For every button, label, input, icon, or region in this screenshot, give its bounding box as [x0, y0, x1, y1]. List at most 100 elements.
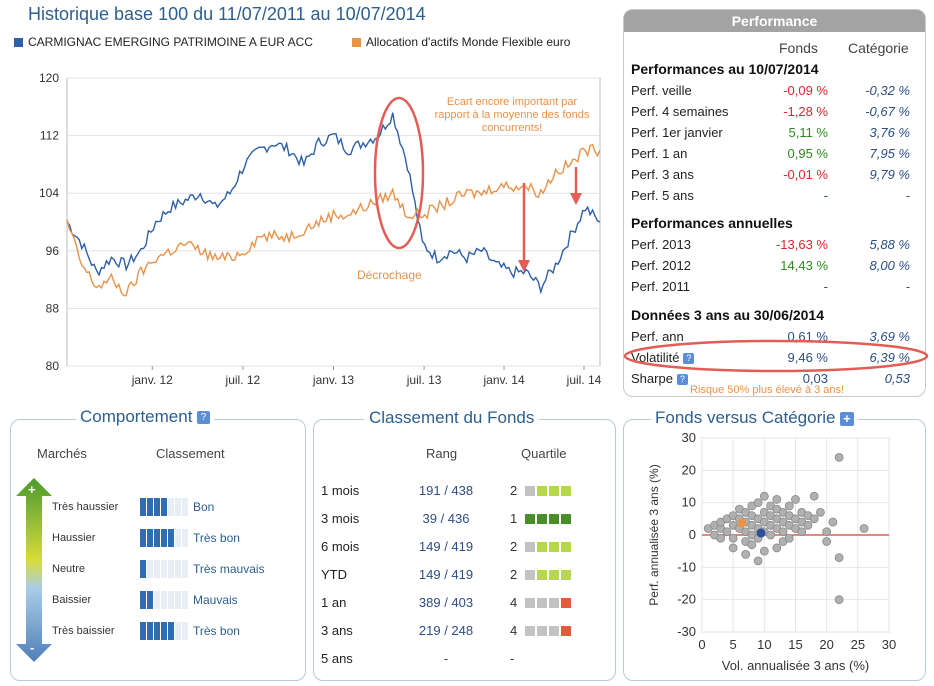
rating-bar-segment	[175, 622, 181, 640]
section-title: Performances annuelles	[631, 215, 793, 231]
expand-icon[interactable]: +	[839, 411, 854, 426]
quartile-value: -	[510, 651, 515, 666]
rank-value: -	[443, 651, 449, 666]
perf-fonds-value: 14,43 %	[780, 258, 828, 273]
period-label: YTD	[321, 567, 347, 582]
perf-row: Perf. 3 ans -0,01 % 9,79 %	[624, 164, 914, 185]
quartile-square	[561, 570, 571, 580]
category-point	[784, 533, 794, 543]
category-point	[803, 520, 813, 530]
rating-bar-segment	[161, 560, 167, 578]
market-label: Haussier	[52, 532, 96, 544]
minus-icon: -	[30, 640, 35, 655]
x-tick-label: janv. 14	[482, 373, 524, 387]
rating-bar-segment	[161, 498, 167, 516]
rating-bar-segment	[154, 622, 160, 640]
quartile-square	[525, 514, 535, 524]
decrochage-highlight	[373, 96, 425, 250]
quartile-square	[537, 626, 547, 636]
col-marches: Marchés	[37, 446, 87, 461]
quartile-square	[537, 598, 547, 608]
scatter-chart: 0 5 10 15 20 25 30 -30 -20 -10 0 10 20 30 Vol. annuali…	[647, 430, 896, 673]
perf-fonds-value: 5,11 %	[788, 125, 828, 140]
category-point	[828, 517, 838, 527]
perf-categorie-value: 8,00 %	[869, 258, 910, 273]
category-point	[759, 491, 769, 501]
period-label: 3 ans	[321, 623, 353, 638]
quartile-value: 2	[510, 483, 518, 498]
quartile-square	[525, 598, 535, 608]
rating-bar-segment	[182, 560, 188, 578]
arrow-head	[570, 193, 582, 205]
category-point	[859, 524, 869, 533]
period-label: 5 ans	[321, 651, 353, 666]
perf-row: Perf. 2012 14,43 % 8,00 %	[624, 255, 914, 276]
quartile-square	[561, 486, 571, 496]
perf-row-label: Perf. 2013	[631, 237, 691, 252]
x-tick-label: 5	[730, 637, 737, 652]
rating-bars	[140, 498, 189, 516]
market-label: Neutre	[52, 563, 86, 575]
rating-bar-segment	[182, 622, 188, 640]
rating-bar-segment	[140, 560, 146, 578]
perf-row-label: Perf. 1er janvier	[631, 125, 723, 140]
x-tick-label: 25	[851, 637, 865, 652]
page-title: Historique base 100 du 11/07/2011 au 10/…	[28, 4, 426, 24]
legend-category-label: Allocation d'actifs Monde Flexible euro	[366, 35, 571, 49]
rating-bar-segment	[147, 591, 153, 609]
perf-row-label: Perf. 5 ans	[631, 188, 694, 203]
rank-value: 39 / 436	[422, 511, 470, 526]
quartile-square	[549, 626, 559, 636]
period-label: 3 mois	[321, 511, 360, 526]
x-tick-label: juil. 13	[406, 373, 442, 387]
perf-categorie-value: -	[905, 188, 910, 203]
quartile-square	[549, 514, 559, 524]
rating-bar-segment	[140, 529, 146, 547]
perf-fonds-value: 0,95 %	[787, 146, 828, 161]
help-icon[interactable]: ?	[196, 411, 210, 425]
perf-row-label: Volatilité?	[631, 347, 695, 368]
quartile-square	[561, 514, 571, 524]
y-tick-label: 30	[682, 430, 696, 445]
legend-fund-label: CARMIGNAC EMERGING PATRIMOINE A EUR ACC	[28, 35, 313, 49]
x-tick-label: 15	[788, 637, 802, 652]
rating-bar-segment	[154, 529, 160, 547]
perf-categorie-value: 7,95 %	[869, 146, 910, 161]
quartile-squares	[525, 570, 573, 580]
rating-bar-segment	[140, 498, 146, 516]
risk-note: Risque 50% plus élevé à 3 ans!	[690, 384, 845, 396]
perf-fonds-value: -13,63 %	[775, 237, 828, 252]
perf-row-label: Perf. 1 an	[631, 146, 688, 161]
quartile-squares	[525, 514, 573, 524]
series-line-0	[66, 112, 601, 295]
perf-row: Perf. 2013 -13,63 % 5,88 %	[624, 234, 914, 255]
classement-title-wrap: Classement du Fonds	[364, 408, 540, 428]
annotation-decrochage: Décrochage	[357, 268, 422, 282]
legend-category[interactable]: Allocation d'actifs Monde Flexible euro	[352, 35, 602, 50]
category-point	[791, 495, 800, 504]
y-tick-label: 88	[46, 301, 60, 315]
y-tick-label: 120	[39, 71, 59, 85]
category-point	[809, 514, 819, 524]
rank-value: 149 / 419	[418, 539, 474, 554]
x-tick-label: 0	[698, 637, 705, 652]
quartile-squares	[525, 626, 573, 636]
legend-fund[interactable]: CARMIGNAC EMERGING PATRIMOINE A EUR ACC	[14, 35, 334, 50]
period-label: 6 mois	[321, 539, 360, 554]
rating-bar-segment	[147, 560, 153, 578]
col-rang: Rang	[426, 446, 458, 461]
rating-bars	[140, 560, 189, 578]
category-point	[716, 533, 726, 543]
category-point	[728, 543, 738, 553]
rating-label: Mauvais	[193, 593, 238, 607]
quartile-square	[549, 542, 559, 552]
perf-categorie-value: 5,88 %	[869, 237, 910, 252]
perf-categorie-value: 6,39 %	[869, 350, 910, 365]
history-line-chart: 80 88 96 104 112 120 janv. 12 juil. 12 janv. 13 j…	[39, 71, 602, 387]
perf-row: Perf. 1 an 0,95 % 7,95 %	[624, 143, 914, 164]
help-icon[interactable]: ?	[683, 353, 695, 365]
perf-fonds-value: 9,46 %	[787, 350, 828, 365]
help-icon[interactable]: ?	[676, 374, 688, 386]
quartile-squares	[525, 542, 573, 552]
rating-bar-segment	[175, 560, 181, 578]
